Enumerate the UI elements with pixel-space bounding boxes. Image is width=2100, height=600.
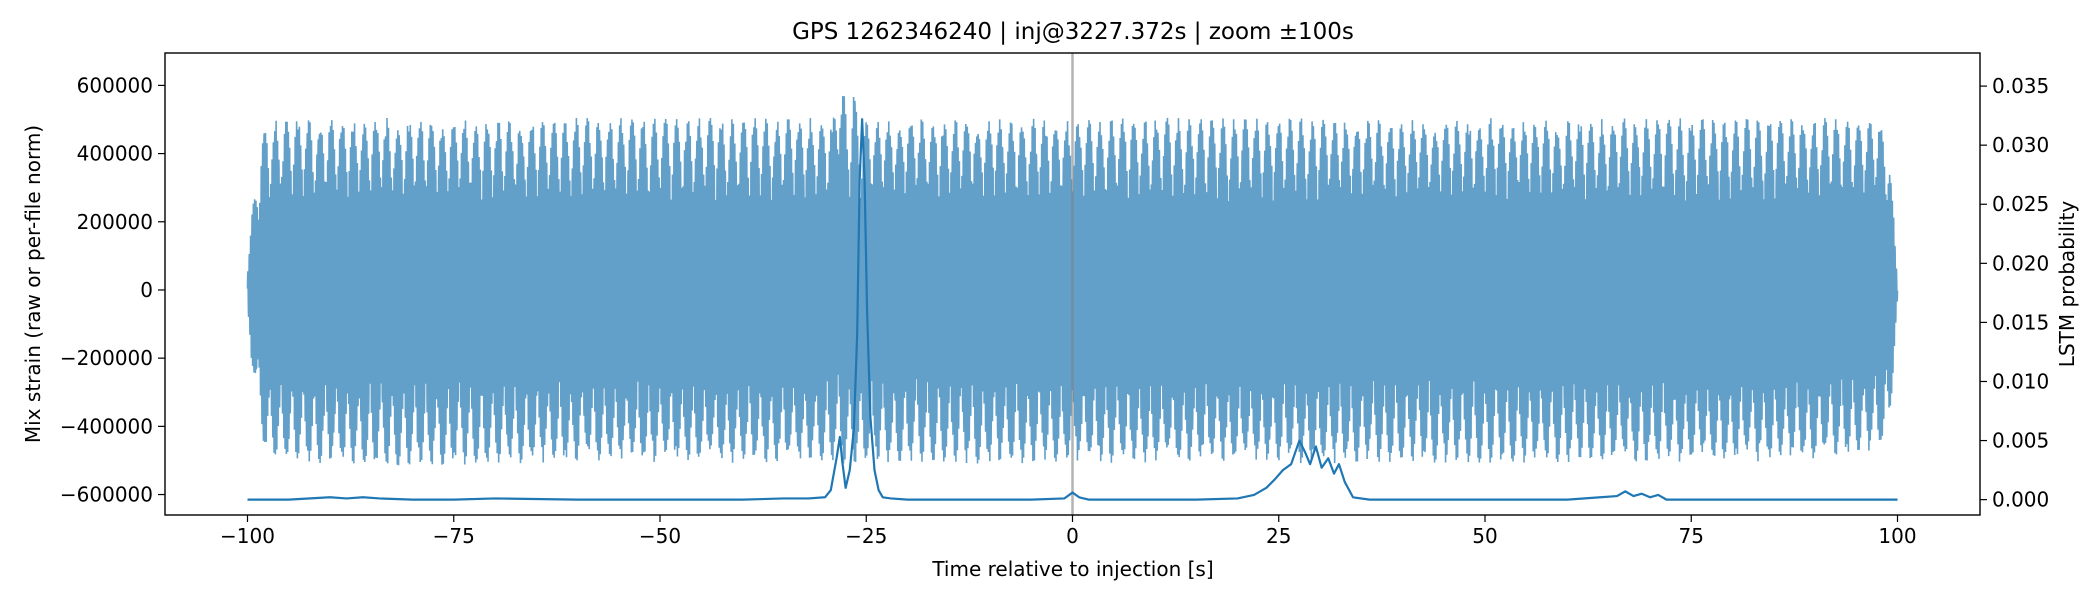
right-y-tick-label: 0.025 [1992,192,2049,216]
plot-area [246,53,1899,515]
left-y-axis: −600000 −400000 −200000 0 200000 400000 600000 [60,73,165,507]
right-y-tick-label: 0.000 [1992,488,2049,512]
right-y-axis-label: LSTM probability [2055,201,2079,368]
left-y-tick-label: 400000 [77,142,153,166]
x-tick-label: 75 [1679,524,1704,548]
x-tick-label: 50 [1472,524,1497,548]
right-y-tick-label: 0.015 [1992,310,2049,334]
left-y-tick-label: −400000 [60,414,153,438]
x-axis: −100 −75 −50 −25 0 25 50 75 100 [220,515,1917,548]
right-y-tick-label: 0.020 [1992,251,2049,275]
x-tick-label: −25 [845,524,887,548]
right-y-axis: 0.000 0.005 0.010 0.015 0.020 0.025 0.030 0.035 [1980,74,2049,512]
right-y-tick-label: 0.005 [1992,429,2049,453]
lstm-probability-line [247,118,1898,501]
x-tick-label: −100 [220,524,275,548]
left-y-axis-label: Mix strain (raw or per-file norm) [21,125,45,443]
left-y-tick-label: −600000 [60,483,153,507]
x-tick-label: 100 [1878,524,1916,548]
x-tick-label: −75 [433,524,475,548]
left-y-tick-label: −200000 [60,346,153,370]
x-axis-label: Time relative to injection [s] [931,557,1213,581]
chart-title: GPS 1262346240 | inj@3227.372s | zoom ±1… [792,19,1354,45]
right-y-tick-label: 0.035 [1992,74,2049,98]
right-y-tick-label: 0.030 [1992,133,2049,157]
left-y-tick-label: 0 [140,278,153,302]
x-tick-label: 0 [1066,524,1079,548]
right-y-tick-label: 0.010 [1992,369,2049,393]
x-tick-label: 25 [1266,524,1291,548]
left-y-tick-label: 200000 [77,210,153,234]
x-tick-label: −50 [639,524,681,548]
left-y-tick-label: 600000 [77,73,153,97]
